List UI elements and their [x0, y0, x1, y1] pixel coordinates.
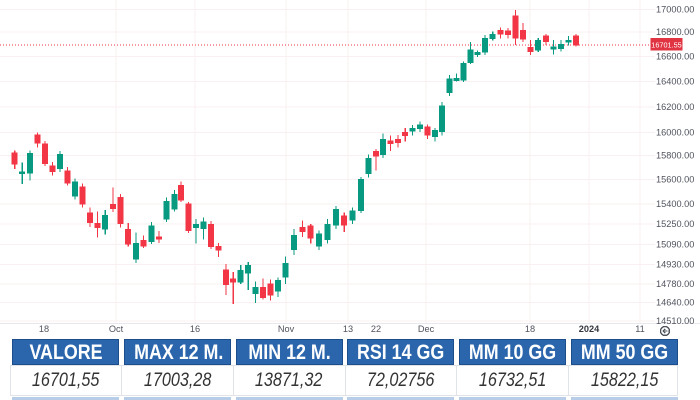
svg-text:Nov: Nov [278, 324, 295, 334]
svg-text:16: 16 [190, 324, 200, 334]
svg-text:16600.00: 16600.00 [656, 52, 694, 62]
svg-text:22: 22 [371, 324, 381, 334]
svg-text:16800.00: 16800.00 [656, 27, 694, 37]
svg-text:14510.00: 14510.00 [656, 316, 694, 326]
svg-text:17000.00: 17000.00 [656, 5, 694, 15]
svg-text:15090.00: 15090.00 [656, 240, 694, 250]
svg-text:15250.00: 15250.00 [656, 219, 694, 229]
svg-text:18: 18 [525, 324, 535, 334]
svg-text:16701.55: 16701.55 [651, 40, 681, 49]
svg-text:13: 13 [343, 324, 353, 334]
svg-text:16200.00: 16200.00 [656, 102, 694, 112]
svg-text:14640.00: 14640.00 [656, 298, 694, 308]
svg-text:11: 11 [635, 324, 645, 334]
svg-text:15800.00: 15800.00 [656, 151, 694, 161]
svg-text:15600.00: 15600.00 [656, 175, 694, 185]
svg-text:Dec: Dec [418, 324, 435, 334]
svg-text:15400.00: 15400.00 [656, 199, 694, 209]
svg-text:16000.00: 16000.00 [656, 128, 694, 138]
svg-text:16400.00: 16400.00 [656, 77, 694, 87]
svg-text:2024: 2024 [579, 324, 600, 334]
svg-text:Oct: Oct [109, 324, 124, 334]
svg-text:14780.00: 14780.00 [656, 279, 694, 289]
svg-text:18: 18 [39, 324, 49, 334]
svg-text:14930.00: 14930.00 [656, 260, 694, 270]
